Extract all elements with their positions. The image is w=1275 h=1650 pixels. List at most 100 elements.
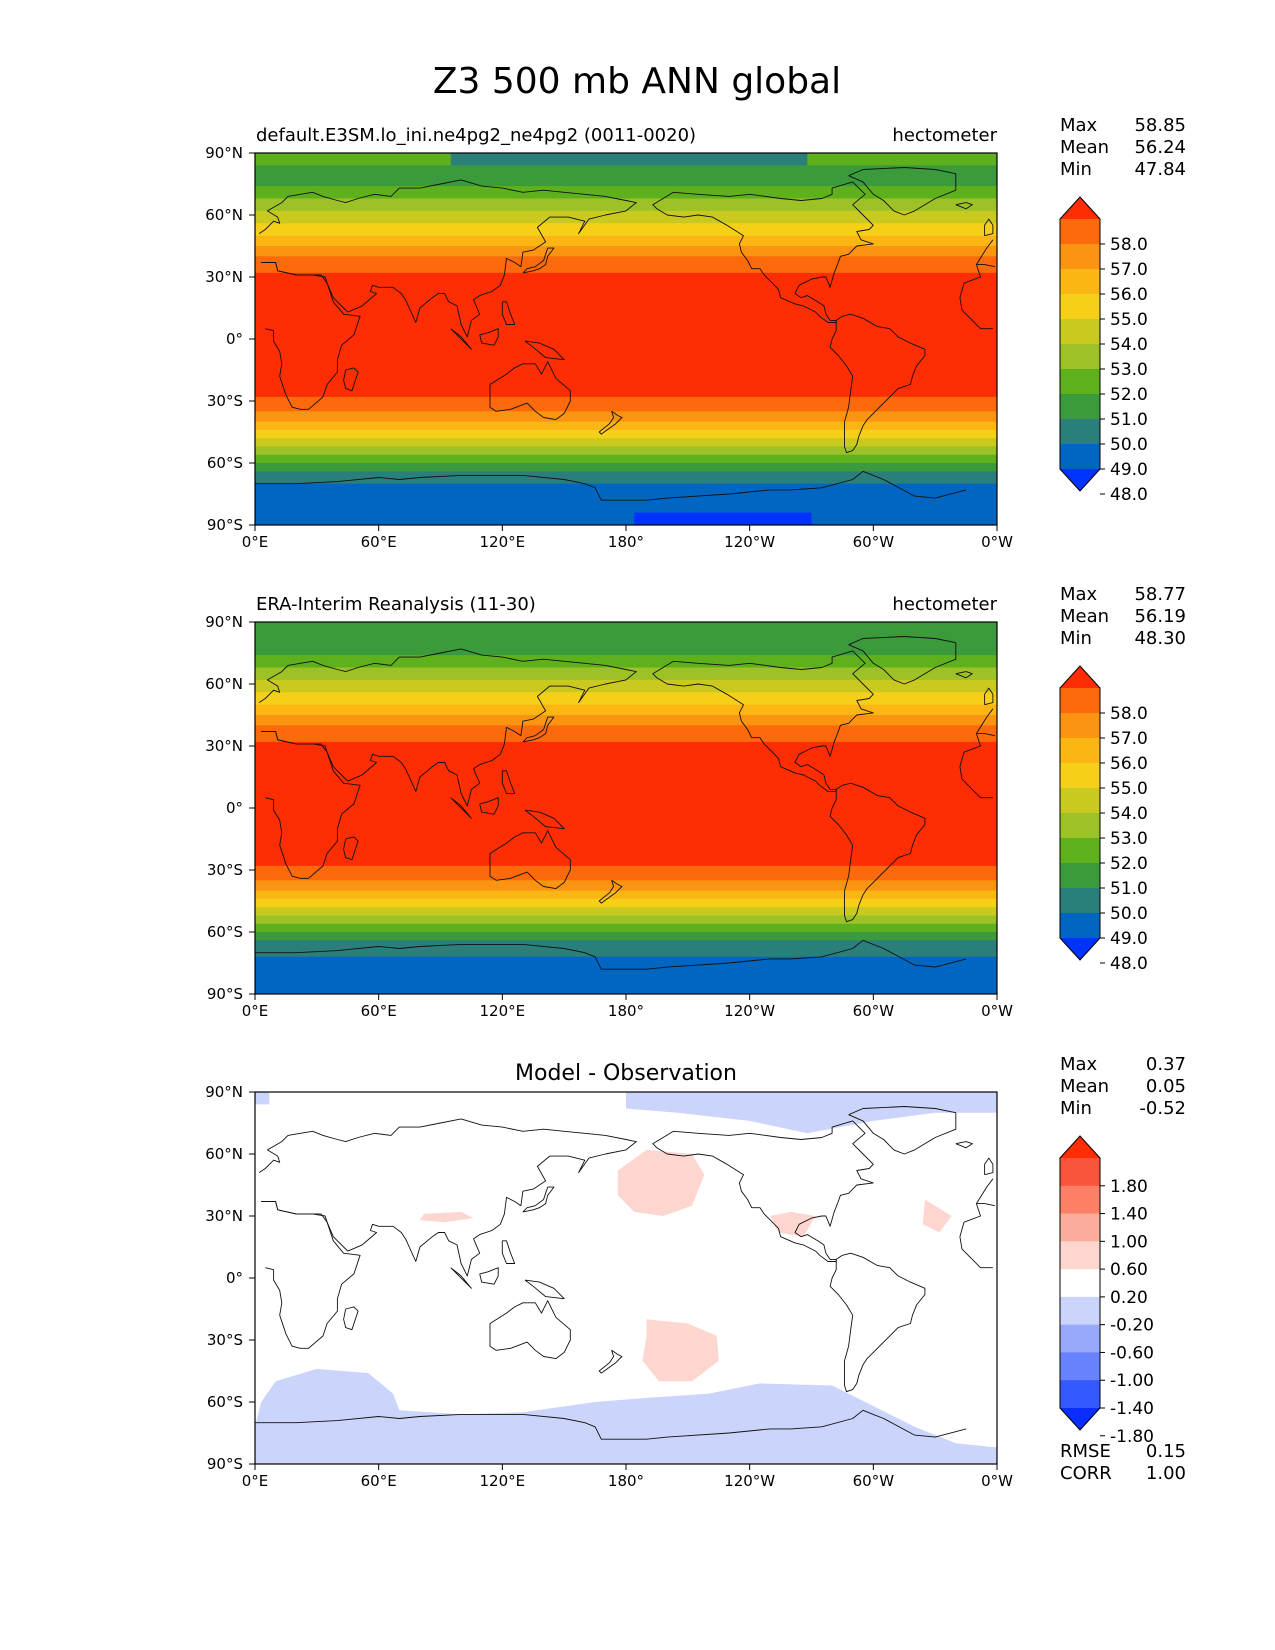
contour-patch-0 xyxy=(450,153,808,166)
colorbar-tick-label: 56.0 xyxy=(1110,285,1148,305)
contour-band-11 xyxy=(255,880,997,892)
contour-band-18 xyxy=(255,471,997,485)
coastline-6 xyxy=(848,167,957,216)
panel-title: ERA-Interim Reanalysis (11-30) xyxy=(256,594,536,615)
x-tick-label: 120°E xyxy=(480,1472,526,1490)
y-tick-label: 60°S xyxy=(207,923,243,941)
x-tick-label: 0°W xyxy=(981,533,1013,551)
colorbar-extend-bottom xyxy=(1060,1408,1100,1430)
colorbar-tick-label: 52.0 xyxy=(1110,854,1148,874)
colorbar-tick-label: 0.60 xyxy=(1110,1260,1148,1280)
x-tick-label: 120°W xyxy=(724,1472,775,1490)
colorbar-tick-label: 58.0 xyxy=(1110,235,1148,255)
extra-stat-value: 1.00 xyxy=(1146,1463,1186,1484)
x-tick-label: 0°W xyxy=(981,1002,1013,1020)
coastline-10 xyxy=(479,797,499,815)
coastline-9 xyxy=(450,797,472,819)
coastline-2 xyxy=(489,830,571,890)
colorbar-tick-label: 1.40 xyxy=(1110,1205,1148,1225)
contour-patch-1 xyxy=(634,512,812,525)
contour-band-3 xyxy=(255,667,997,681)
x-tick-label: 60°E xyxy=(361,1472,397,1490)
stat-label: Max xyxy=(1060,115,1098,136)
colorbar-tick-label: 58.0 xyxy=(1110,704,1148,724)
contour-band-6 xyxy=(255,235,997,247)
map-field xyxy=(255,153,997,525)
coastline-5 xyxy=(255,1409,967,1440)
colorbar-tick-label: 55.0 xyxy=(1110,310,1148,330)
coastline-6 xyxy=(848,636,957,685)
coastline-14 xyxy=(955,1141,973,1149)
contour-band-4 xyxy=(255,210,997,224)
contour-band-9 xyxy=(255,272,997,398)
coastline-11 xyxy=(524,809,565,830)
colorbar-segment xyxy=(1060,788,1100,814)
coastline-11 xyxy=(524,340,565,361)
panels: 0°E 60°E 120°E 180° 120°W 60°W 0°W 90°N 60°N 30°N… xyxy=(205,115,1186,1490)
stat-value: 58.85 xyxy=(1134,115,1186,136)
contour-region-6 xyxy=(770,1211,816,1237)
x-tick-label: 120°E xyxy=(480,1002,526,1020)
contour-band-17 xyxy=(255,463,997,472)
coastline-12 xyxy=(343,367,359,392)
contour-band-7 xyxy=(255,715,997,726)
contour-band-16 xyxy=(255,923,997,933)
y-tick-label: 90°S xyxy=(207,1455,243,1473)
coastline-3 xyxy=(652,1120,874,1262)
y-tick-label: 30°S xyxy=(207,861,243,879)
contour-band-3 xyxy=(255,198,997,212)
x-tick-label: 60°W xyxy=(853,1472,895,1490)
stat-value: 0.37 xyxy=(1146,1054,1186,1075)
colorbar-segment xyxy=(1060,1241,1100,1270)
coastline-2 xyxy=(489,361,571,421)
coastline-12 xyxy=(343,836,359,861)
x-tick-label: 120°E xyxy=(480,533,526,551)
contour-band-15 xyxy=(255,446,997,456)
y-tick-label: 0° xyxy=(226,1269,243,1287)
y-tick-label: 30°N xyxy=(205,737,243,755)
coastline-2 xyxy=(489,1300,571,1360)
stat-value: -0.52 xyxy=(1139,1098,1186,1119)
x-tick-label: 60°W xyxy=(853,533,895,551)
coastline-8 xyxy=(522,1186,555,1213)
coastline-0 xyxy=(258,179,995,338)
map-field xyxy=(255,622,997,994)
colorbar-segment xyxy=(1060,863,1100,889)
contour-band-4 xyxy=(255,679,997,693)
contour-region-3 xyxy=(617,1149,705,1216)
coastlines xyxy=(255,636,995,970)
contour-band-2 xyxy=(255,655,997,669)
coastline-8 xyxy=(522,716,555,743)
stat-label: Mean xyxy=(1060,137,1109,158)
colorbar-tick-label: 0.20 xyxy=(1110,1288,1148,1308)
y-tick-label: 0° xyxy=(226,330,243,348)
coastline-4 xyxy=(829,313,926,454)
colorbar-segment xyxy=(1060,269,1100,295)
coastline-8 xyxy=(522,247,555,274)
contour-band-9 xyxy=(255,741,997,867)
colorbar-tick-label: -1.40 xyxy=(1110,1399,1154,1419)
coastline-12 xyxy=(343,1306,359,1331)
colorbar-segment xyxy=(1060,294,1100,320)
x-tick-label: 60°W xyxy=(853,1002,895,1020)
coastline-7 xyxy=(984,687,994,706)
coastline-1 xyxy=(261,262,993,410)
colorbar-segment xyxy=(1060,1213,1100,1242)
colorbar-segment xyxy=(1060,688,1100,714)
colorbar-segment xyxy=(1060,369,1100,395)
colorbar-tick-label: 54.0 xyxy=(1110,804,1148,824)
coastline-1 xyxy=(261,1201,993,1349)
colorbar-extend-top xyxy=(1060,1136,1100,1158)
stat-value: 58.77 xyxy=(1134,584,1186,605)
contour-region-4 xyxy=(642,1319,719,1382)
panel-units: hectometer xyxy=(892,594,997,615)
panel-title: Model - Observation xyxy=(515,1061,737,1086)
contour-band-10 xyxy=(255,865,997,881)
colorbar-tick-label: 1.80 xyxy=(1110,1177,1148,1197)
stat-label: Max xyxy=(1060,1054,1098,1075)
coastline-15 xyxy=(501,301,516,325)
y-tick-label: 60°S xyxy=(207,1393,243,1411)
stat-label: Max xyxy=(1060,584,1098,605)
colorbar-tick-label: 49.0 xyxy=(1110,460,1148,480)
